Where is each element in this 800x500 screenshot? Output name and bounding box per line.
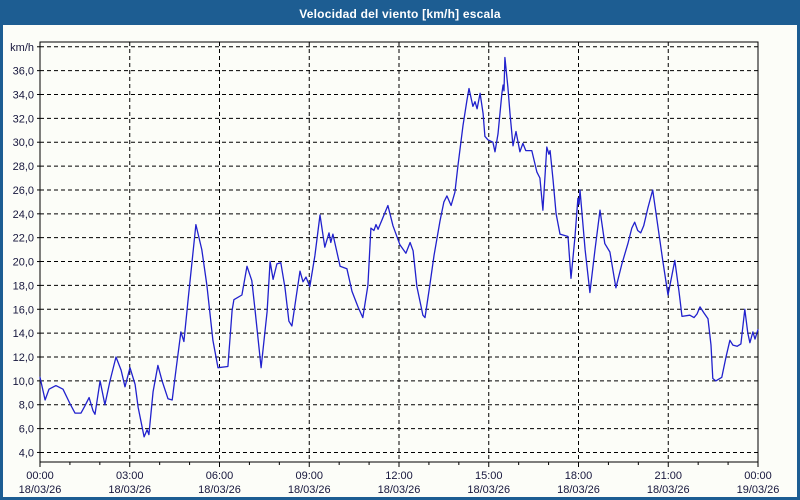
x-tick-time-label: 21:00 xyxy=(654,470,682,482)
y-tick-label: 12,0 xyxy=(13,352,34,364)
y-tick-label: 14,0 xyxy=(13,328,34,340)
y-tick-label: 30,0 xyxy=(13,137,34,149)
x-tick-time-label: 06:00 xyxy=(206,470,234,482)
wind-speed-chart: 4,0 6,0 8,0 10,0 12,0 14,0 16,0 18,0 20,0 22,0 24,… xyxy=(10,41,779,496)
axes xyxy=(37,41,759,467)
y-tick-label: 18,0 xyxy=(13,280,34,292)
y-tick-label: 28,0 xyxy=(13,161,34,173)
x-tick-time-label: 15:00 xyxy=(475,470,503,482)
y-tick-label: 24,0 xyxy=(13,209,34,221)
x-tick-date-label: 18/03/26 xyxy=(378,484,421,496)
x-tick-date-label: 18/03/26 xyxy=(198,484,241,496)
y-tick-label: 36,0 xyxy=(13,66,34,78)
chart-area: 4,0 6,0 8,0 10,0 12,0 14,0 16,0 18,0 20,0 22,0 24,… xyxy=(3,25,797,497)
x-tick-time-label: 09:00 xyxy=(295,470,323,482)
axis-labels: 4,0 6,0 8,0 10,0 12,0 14,0 16,0 18,0 20,0 22,0 24,… xyxy=(10,42,779,496)
y-tick-label: 10,0 xyxy=(13,376,34,388)
x-tick-date-label: 18/03/26 xyxy=(108,484,151,496)
y-tick-label: 20,0 xyxy=(13,257,34,269)
gridlines xyxy=(40,42,758,462)
wind-speed-line xyxy=(39,56,759,438)
x-tick-date-label: 18/03/26 xyxy=(288,484,331,496)
y-tick-label: 16,0 xyxy=(13,304,34,316)
x-tick-time-label: 00:00 xyxy=(26,470,54,482)
y-tick-label: 4,0 xyxy=(19,447,34,459)
x-tick-time-label: 00:00 xyxy=(744,470,772,482)
y-tick-label: 32,0 xyxy=(13,113,34,125)
y-tick-label: 8,0 xyxy=(19,400,34,412)
x-tick-time-label: 12:00 xyxy=(385,470,413,482)
x-tick-date-label: 18/03/26 xyxy=(647,484,690,496)
y-tick-label: 26,0 xyxy=(13,185,34,197)
titlebar: Velocidad del viento [km/h] escala xyxy=(3,3,797,25)
y-axis-unit-label: km/h xyxy=(10,42,34,54)
x-tick-date-label: 19/03/26 xyxy=(737,484,780,496)
x-tick-date-label: 18/03/26 xyxy=(467,484,510,496)
x-tick-date-label: 18/03/26 xyxy=(557,484,600,496)
y-tick-label: 34,0 xyxy=(13,90,34,102)
y-tick-label: 6,0 xyxy=(19,424,34,436)
x-tick-time-label: 18:00 xyxy=(565,470,593,482)
y-tick-label: 22,0 xyxy=(13,233,34,245)
window-title: Velocidad del viento [km/h] escala xyxy=(299,7,501,21)
x-tick-date-label: 18/03/26 xyxy=(19,484,62,496)
x-tick-time-label: 03:00 xyxy=(116,470,144,482)
